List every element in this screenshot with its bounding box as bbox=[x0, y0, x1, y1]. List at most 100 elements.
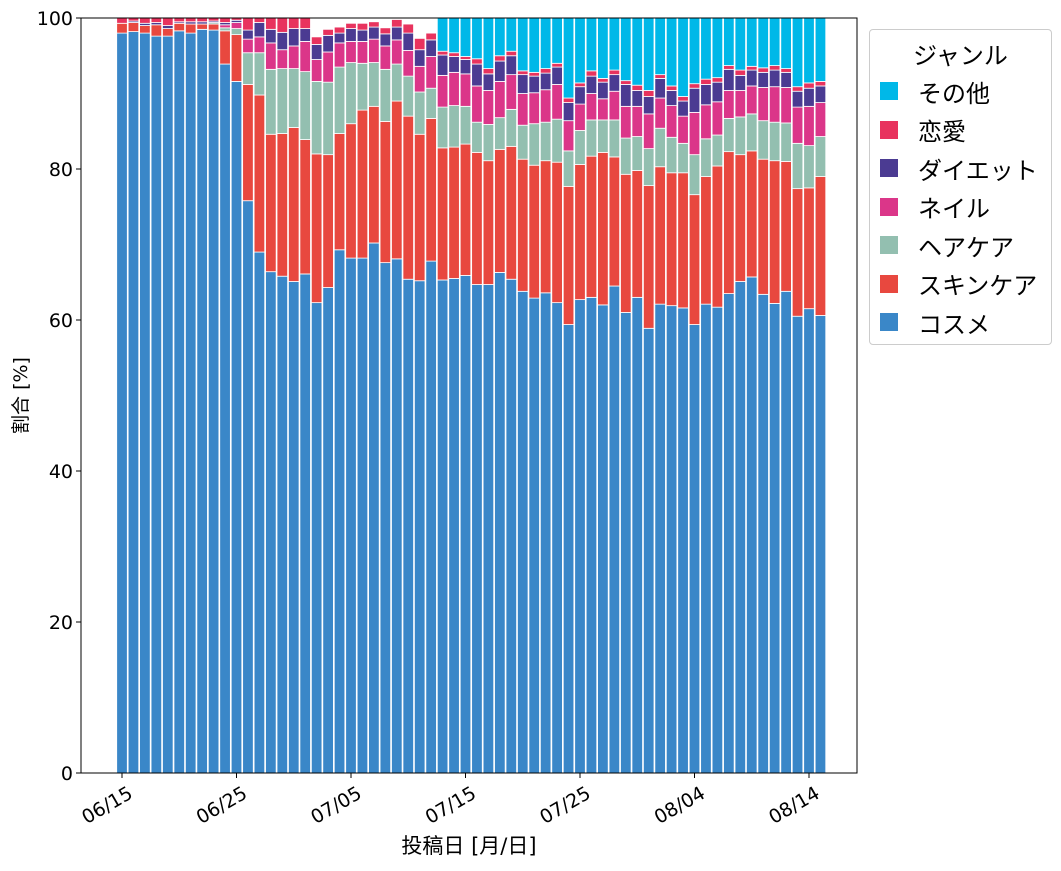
bar-segment bbox=[162, 28, 174, 37]
bar-segment bbox=[310, 44, 323, 60]
bar-segment bbox=[654, 127, 666, 168]
bar-segment bbox=[574, 164, 586, 301]
bar-segment bbox=[494, 81, 506, 119]
bar-segment bbox=[184, 17, 197, 23]
legend-label: ダイエット bbox=[918, 156, 1038, 185]
bar-segment bbox=[471, 284, 483, 774]
bar-segment bbox=[631, 105, 643, 137]
bar-segment bbox=[402, 23, 414, 34]
bar-segment bbox=[333, 133, 346, 251]
bar-segment bbox=[643, 96, 655, 115]
bar-segment bbox=[585, 155, 598, 298]
bar-segment bbox=[436, 106, 449, 149]
bar-segment bbox=[562, 97, 575, 103]
bar-segment bbox=[780, 161, 792, 292]
bar-segment bbox=[345, 41, 357, 63]
bar-segment bbox=[757, 158, 769, 295]
bar-segment bbox=[459, 73, 472, 107]
bar-segment bbox=[574, 299, 586, 774]
bar-segment bbox=[505, 74, 518, 110]
y-tick-label: 0 bbox=[61, 763, 73, 785]
bar-segment bbox=[551, 161, 563, 304]
legend-label: スキンケア bbox=[918, 272, 1038, 300]
bar-segment bbox=[654, 303, 666, 774]
bar-segment bbox=[482, 68, 495, 75]
bar-segment bbox=[665, 90, 678, 106]
bar-segment bbox=[597, 151, 609, 306]
bar-segment bbox=[448, 17, 460, 54]
bar-segment bbox=[803, 87, 815, 107]
bar-segment bbox=[494, 60, 506, 82]
x-tick-label: 07/05 bbox=[307, 782, 365, 828]
bar-segment bbox=[356, 22, 369, 31]
bar-segment bbox=[551, 302, 563, 774]
bar-segment bbox=[494, 17, 506, 57]
bar-segment bbox=[402, 50, 414, 77]
legend-label: ヘアケア bbox=[918, 233, 1014, 262]
bar-segment bbox=[539, 292, 552, 774]
bar-segment bbox=[356, 109, 369, 259]
bar-segment bbox=[608, 285, 621, 774]
bar-segment bbox=[643, 17, 655, 91]
bar-segment bbox=[677, 142, 689, 174]
bar-segment bbox=[608, 156, 621, 287]
bar-segment bbox=[528, 92, 540, 125]
bar-segment bbox=[574, 82, 586, 88]
bar-segment bbox=[677, 17, 689, 97]
bar-segment bbox=[688, 324, 701, 774]
legend-item: ネイル bbox=[880, 192, 990, 223]
bar-segment bbox=[505, 17, 518, 52]
bar-segment bbox=[585, 75, 598, 94]
bar-segment bbox=[723, 65, 735, 70]
bar-segment bbox=[310, 36, 323, 45]
bar-segment bbox=[746, 85, 758, 115]
bar-segment bbox=[665, 172, 678, 307]
legend-swatch bbox=[880, 197, 898, 216]
bar-segment bbox=[471, 17, 483, 60]
bar-segment bbox=[620, 137, 632, 175]
bar-segment bbox=[711, 134, 724, 167]
bar-segment bbox=[219, 30, 231, 65]
bar-segment bbox=[757, 17, 769, 69]
bar-segment bbox=[425, 56, 437, 89]
bar-segment bbox=[517, 124, 529, 160]
bar-segment bbox=[803, 82, 815, 89]
legend-item: 恋愛 bbox=[880, 115, 966, 146]
bar-segment bbox=[230, 22, 243, 29]
bar-segment bbox=[517, 17, 529, 72]
bar-segment bbox=[379, 121, 392, 264]
x-tick-label: 07/15 bbox=[422, 782, 480, 828]
bar-segment bbox=[700, 303, 712, 774]
bar-segment bbox=[780, 68, 792, 73]
bar-segment bbox=[471, 58, 483, 65]
bar-segment bbox=[253, 251, 266, 774]
legend-title: ジャンル bbox=[913, 42, 1008, 70]
bar-segment bbox=[505, 55, 518, 76]
bar-segment bbox=[597, 119, 609, 153]
bar-segment bbox=[253, 94, 266, 253]
bar-segment bbox=[150, 17, 163, 23]
bar-segment bbox=[333, 66, 346, 134]
bar-segment bbox=[803, 308, 815, 774]
bar-segment bbox=[219, 24, 231, 29]
bar-segment bbox=[711, 77, 724, 83]
bar-segment bbox=[459, 275, 472, 774]
bar-segment bbox=[276, 31, 289, 51]
bar-segment bbox=[700, 138, 712, 177]
bar-segment bbox=[471, 63, 483, 87]
bar-segment bbox=[448, 52, 460, 57]
bar-segment bbox=[184, 32, 197, 774]
bar-segment bbox=[494, 117, 506, 150]
bar-segment bbox=[677, 96, 689, 102]
bar-segment bbox=[757, 120, 769, 160]
bar-segment bbox=[368, 242, 380, 774]
bar-segment bbox=[471, 151, 483, 285]
x-tick-label: 06/15 bbox=[78, 782, 136, 828]
bar-segment bbox=[150, 35, 163, 774]
bar-segment bbox=[196, 23, 208, 30]
bar-segment bbox=[723, 118, 735, 153]
bar-segment bbox=[368, 21, 380, 28]
bar-segment bbox=[562, 17, 575, 99]
bar-segment bbox=[734, 74, 747, 91]
